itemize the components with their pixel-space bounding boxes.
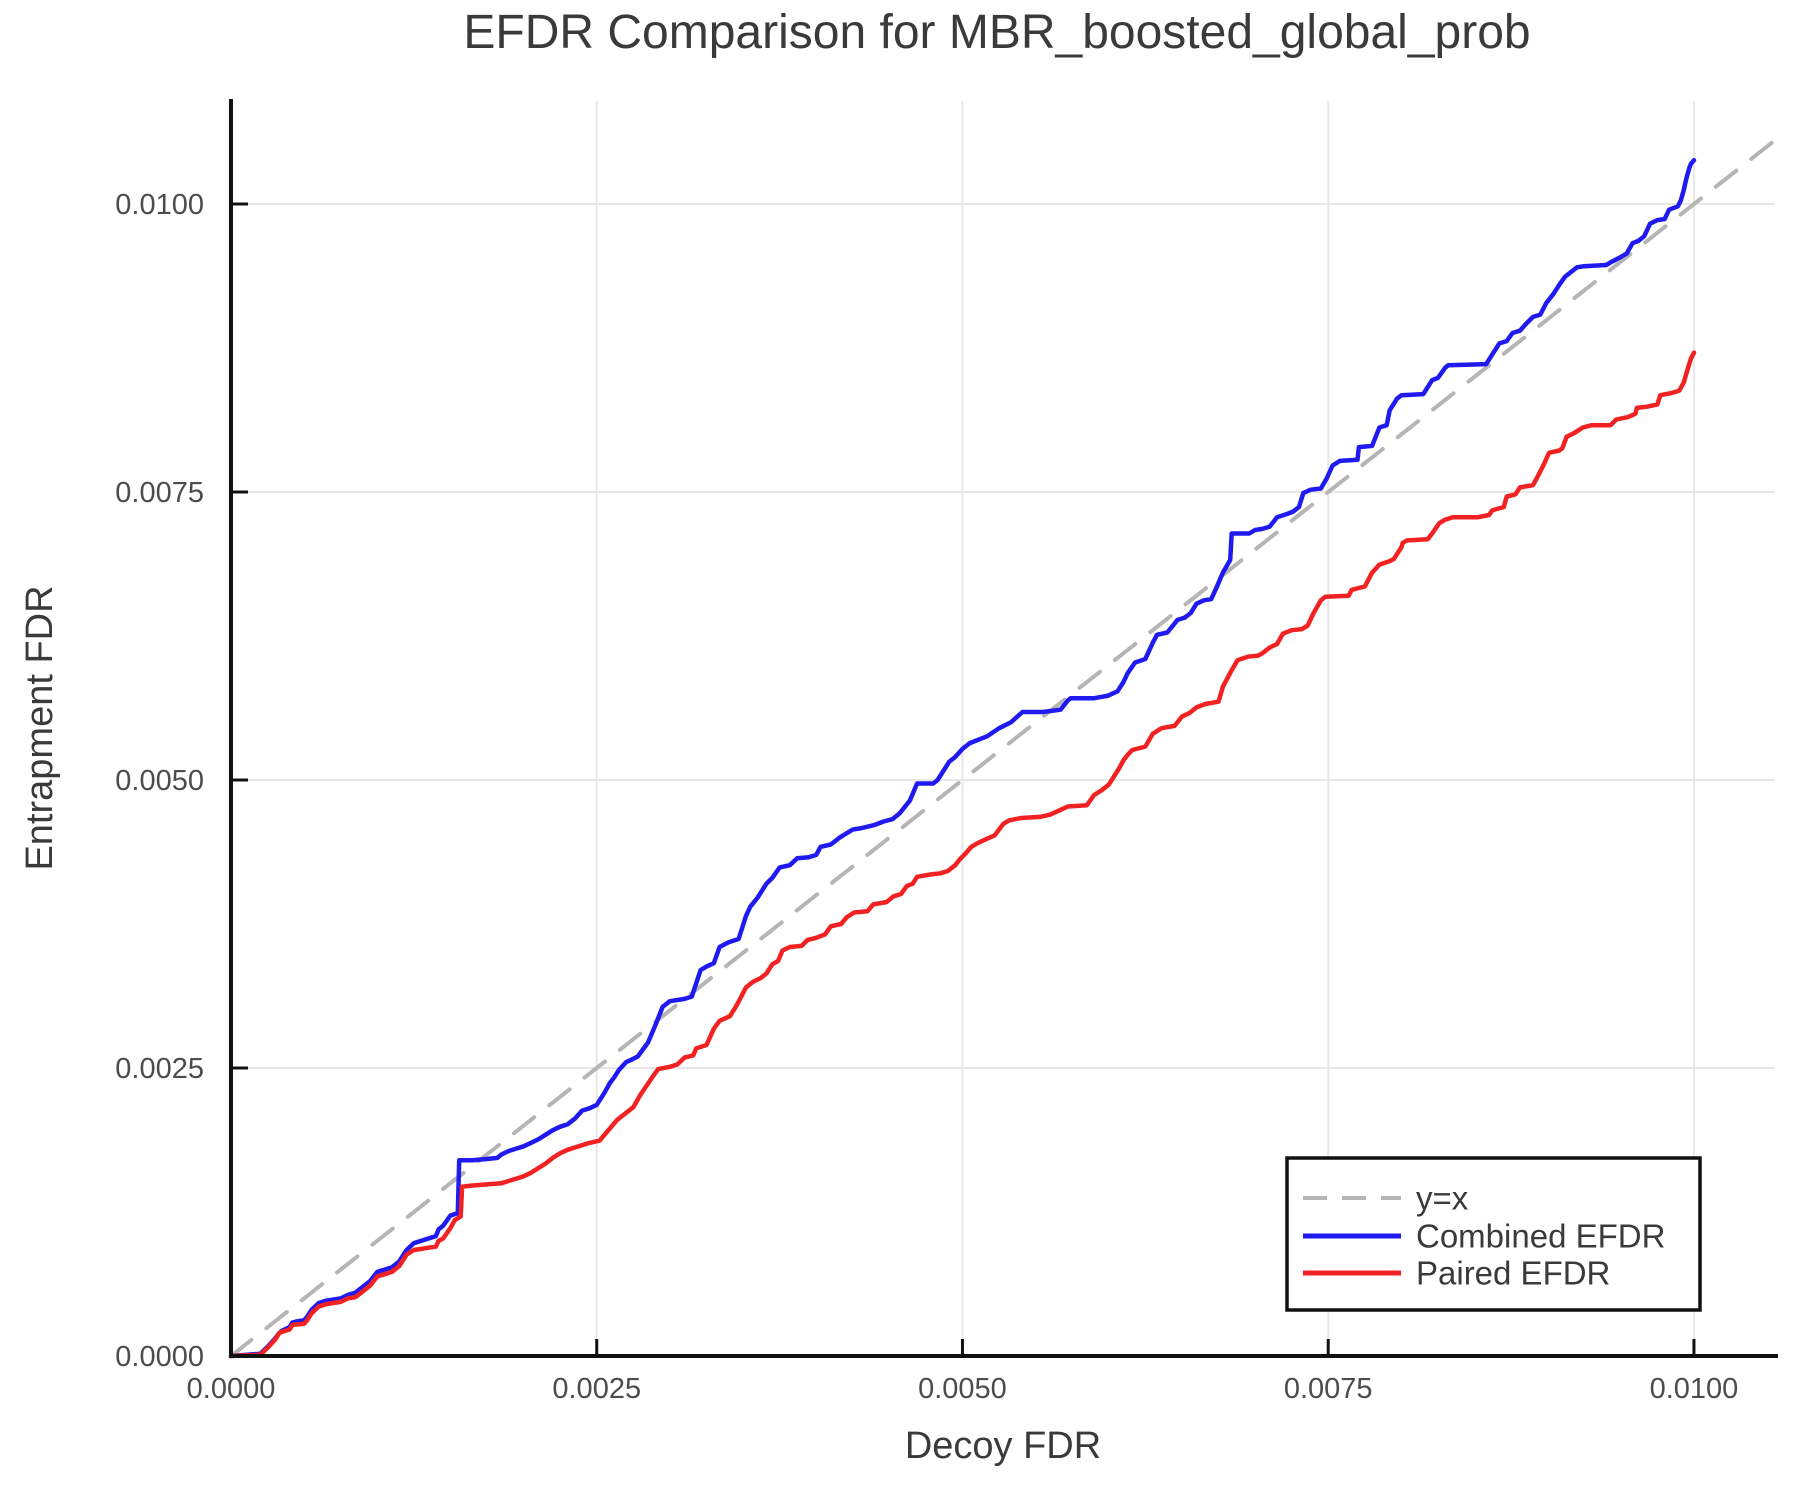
y-axis-label: Entrapment FDR xyxy=(19,585,61,870)
y-tick-label: 0.0000 xyxy=(115,1341,204,1373)
x-axis-label: Decoy FDR xyxy=(905,1425,1101,1467)
x-tick-label: 0.0050 xyxy=(918,1373,1007,1405)
x-tick-label: 0.0100 xyxy=(1650,1373,1739,1405)
y-tick-label: 0.0025 xyxy=(115,1053,204,1085)
legend-label-combined: Combined EFDR xyxy=(1416,1218,1665,1255)
series-combined-efdr xyxy=(228,157,1697,1359)
legend: y=x Combined EFDR Paired EFDR xyxy=(1285,1156,1702,1312)
x-tick-label: 0.0025 xyxy=(552,1373,641,1405)
legend-label-paired: Paired EFDR xyxy=(1416,1255,1610,1292)
y-tick-label: 0.0050 xyxy=(115,765,204,797)
legend-label-reference: y=x xyxy=(1416,1180,1469,1217)
series-y-x xyxy=(229,138,1777,1358)
y-tick-label: 0.0075 xyxy=(115,477,204,509)
x-tick-label: 0.0075 xyxy=(1284,1373,1373,1405)
axis-ticks xyxy=(229,202,1696,1358)
x-tick-label: 0.0000 xyxy=(187,1373,276,1405)
gridlines xyxy=(231,101,1775,1356)
series-paired-efdr xyxy=(228,350,1697,1359)
axis-tick-labels: 0.0000 0.0025 0.0050 0.0075 0.0100 0.0000 0.00… xyxy=(115,189,1738,1405)
series-lines xyxy=(228,138,1777,1359)
y-tick-label: 0.0100 xyxy=(115,189,204,221)
chart-title: EFDR Comparison for MBR_boosted_global_p… xyxy=(463,6,1530,59)
